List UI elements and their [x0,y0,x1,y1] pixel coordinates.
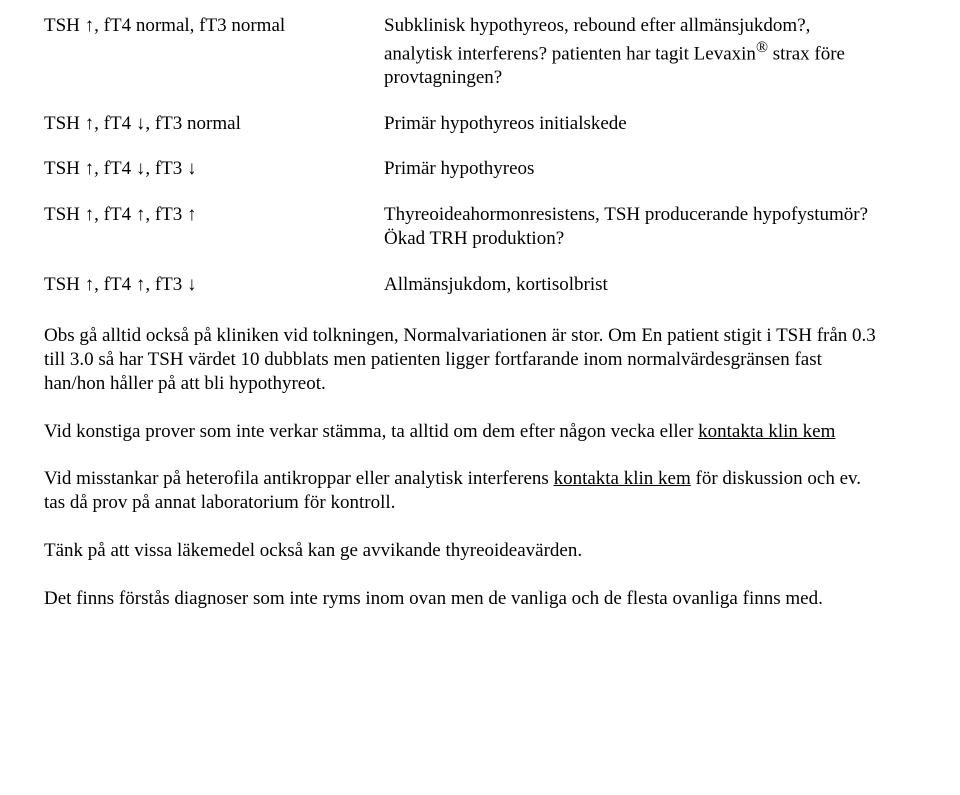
table-cell-interpretation: Thyreoideahormonresistens, TSH producera… [384,203,880,251]
arrow-down-icon: ↓ [136,113,146,134]
text-segment: Tänk på att vissa läkemedel också kan ge… [44,540,582,561]
table-cell-interpretation: Primär hypothyreos initialskede [384,112,880,136]
paragraph: Vid misstankar på heterofila antikroppar… [44,467,880,515]
text-segment: Det finns förstås diagnoser som inte rym… [44,588,823,609]
table-row: TSH ↑, fT4 normal, fT3 normalSubklinisk … [44,14,880,90]
arrow-up-icon: ↑ [85,113,95,134]
arrow-up-icon: ↑ [136,274,146,295]
interpretation-table: TSH ↑, fT4 normal, fT3 normalSubklinisk … [44,14,880,296]
arrow-up-icon: ↑ [85,158,95,179]
table-cell-pattern: TSH ↑, fT4 ↓, fT3 ↓ [44,157,384,181]
arrow-down-icon: ↓ [136,158,146,179]
paragraph: Vid konstiga prover som inte verkar stäm… [44,420,880,444]
text-segment: Vid misstankar på heterofila antikroppar… [44,468,554,489]
table-row: TSH ↑, fT4 ↑, fT3 ↑Thyreoideahormonresis… [44,203,880,251]
underlined-text: kontakta klin kem [554,468,691,489]
paragraph: Obs gå alltid också på kliniken vid tolk… [44,324,880,395]
arrow-up-icon: ↑ [85,204,95,225]
body-paragraphs: Obs gå alltid också på kliniken vid tolk… [44,324,880,610]
text-segment: Obs gå alltid också på kliniken vid tolk… [44,325,876,394]
table-cell-interpretation: Subklinisk hypothyreos, rebound efter al… [384,14,880,90]
paragraph: Tänk på att vissa läkemedel också kan ge… [44,539,880,563]
paragraph: Det finns förstås diagnoser som inte rym… [44,587,880,611]
underlined-text: kontakta klin kem [698,421,835,442]
table-cell-pattern: TSH ↑, fT4 ↓, fT3 normal [44,112,384,136]
arrow-up-icon: ↑ [187,204,197,225]
arrow-down-icon: ↓ [187,158,197,179]
text-segment: Vid konstiga prover som inte verkar stäm… [44,421,698,442]
table-cell-pattern: TSH ↑, fT4 ↑, fT3 ↓ [44,273,384,297]
arrow-up-icon: ↑ [85,15,95,36]
table-row: TSH ↑, fT4 ↓, fT3 ↓Primär hypothyreos [44,157,880,181]
table-cell-pattern: TSH ↑, fT4 ↑, fT3 ↑ [44,203,384,227]
arrow-up-icon: ↑ [136,204,146,225]
arrow-down-icon: ↓ [187,274,197,295]
table-row: TSH ↑, fT4 ↑, fT3 ↓Allmänsjukdom, kortis… [44,273,880,297]
registered-icon: ® [756,39,768,56]
table-cell-pattern: TSH ↑, fT4 normal, fT3 normal [44,14,384,38]
table-cell-interpretation: Allmänsjukdom, kortisolbrist [384,273,880,297]
table-row: TSH ↑, fT4 ↓, fT3 normalPrimär hypothyre… [44,112,880,136]
table-cell-interpretation: Primär hypothyreos [384,157,880,181]
arrow-up-icon: ↑ [85,274,95,295]
